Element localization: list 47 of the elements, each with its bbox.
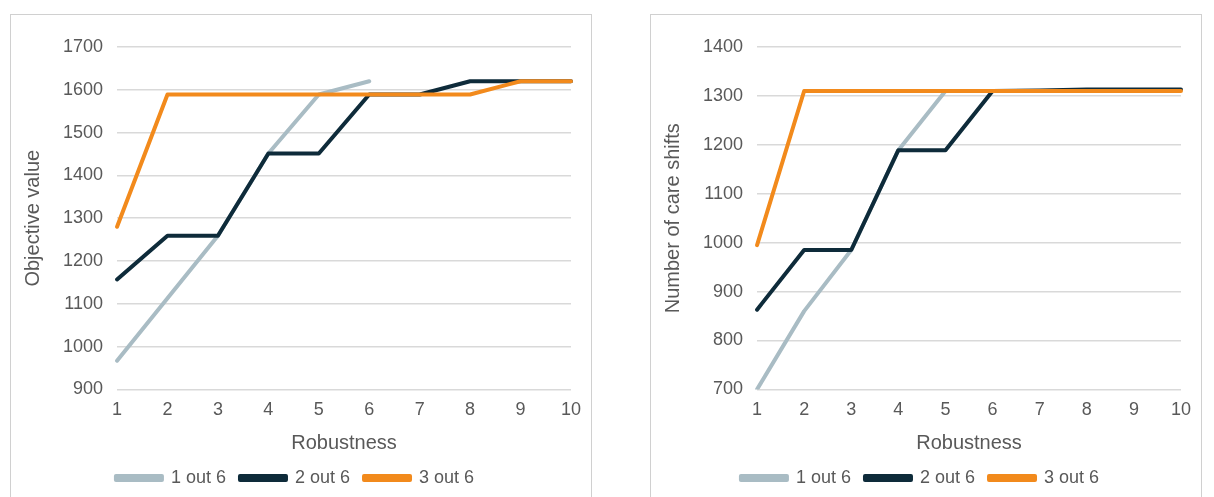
- x-tick-label: 3: [846, 399, 857, 420]
- y-tick-label: 1000: [703, 231, 744, 252]
- y-tick-label: 1300: [63, 207, 104, 228]
- y-tick-label: 1500: [63, 121, 104, 142]
- x-tick-label: 2: [162, 399, 173, 420]
- x-tick-label: 10: [560, 399, 581, 420]
- x-tick-label: 1: [112, 399, 123, 420]
- y-tick-label: 1600: [63, 78, 104, 99]
- x-tick-label: 6: [987, 399, 998, 420]
- x-tick-label: 9: [1128, 399, 1139, 420]
- x-tick-label: 5: [940, 399, 951, 420]
- y-tick-label: 1400: [63, 164, 104, 185]
- y-tick-label: 1300: [703, 84, 744, 105]
- y-tick-label: 1700: [63, 35, 104, 56]
- y-tick-label: 1200: [703, 133, 744, 154]
- legend-label: 1 out 6: [795, 466, 851, 487]
- y-axis-title: Objective value: [20, 149, 43, 287]
- x-tick-label: 7: [1034, 399, 1045, 420]
- y-tick-label: 800: [713, 329, 744, 350]
- y-axis-title: Number of care shifts: [660, 123, 683, 314]
- x-tick-label: 3: [212, 399, 223, 420]
- y-tick-label: 900: [713, 280, 744, 301]
- x-axis-title: Robustness: [291, 430, 397, 453]
- legend-label: 2 out 6: [294, 466, 351, 487]
- y-tick-label: 1100: [64, 292, 104, 313]
- x-tick-label: 6: [364, 399, 375, 420]
- y-tick-label: 700: [713, 378, 744, 399]
- y-tick-label: 1400: [703, 35, 744, 56]
- legend-label: 3 out 6: [419, 466, 475, 487]
- x-tick-label: 1: [752, 399, 763, 420]
- legend-label: 1 out 6: [170, 466, 226, 487]
- x-axis-title: Robustness: [916, 430, 1022, 453]
- x-tick-label: 4: [263, 399, 274, 420]
- x-tick-label: 5: [313, 399, 324, 420]
- x-tick-label: 7: [414, 399, 425, 420]
- y-tick-label: 1200: [63, 249, 104, 270]
- legend-label: 2 out 6: [919, 466, 976, 487]
- x-tick-label: 9: [515, 399, 526, 420]
- y-tick-label: 1100: [704, 182, 744, 203]
- y-tick-label: 900: [73, 378, 104, 399]
- x-tick-label: 4: [893, 399, 904, 420]
- x-tick-label: 10: [1170, 399, 1191, 420]
- x-tick-label: 2: [799, 399, 810, 420]
- y-tick-label: 1000: [63, 335, 104, 356]
- x-tick-label: 8: [465, 399, 476, 420]
- x-tick-label: 8: [1081, 399, 1092, 420]
- legend-label: 3 out 6: [1044, 466, 1100, 487]
